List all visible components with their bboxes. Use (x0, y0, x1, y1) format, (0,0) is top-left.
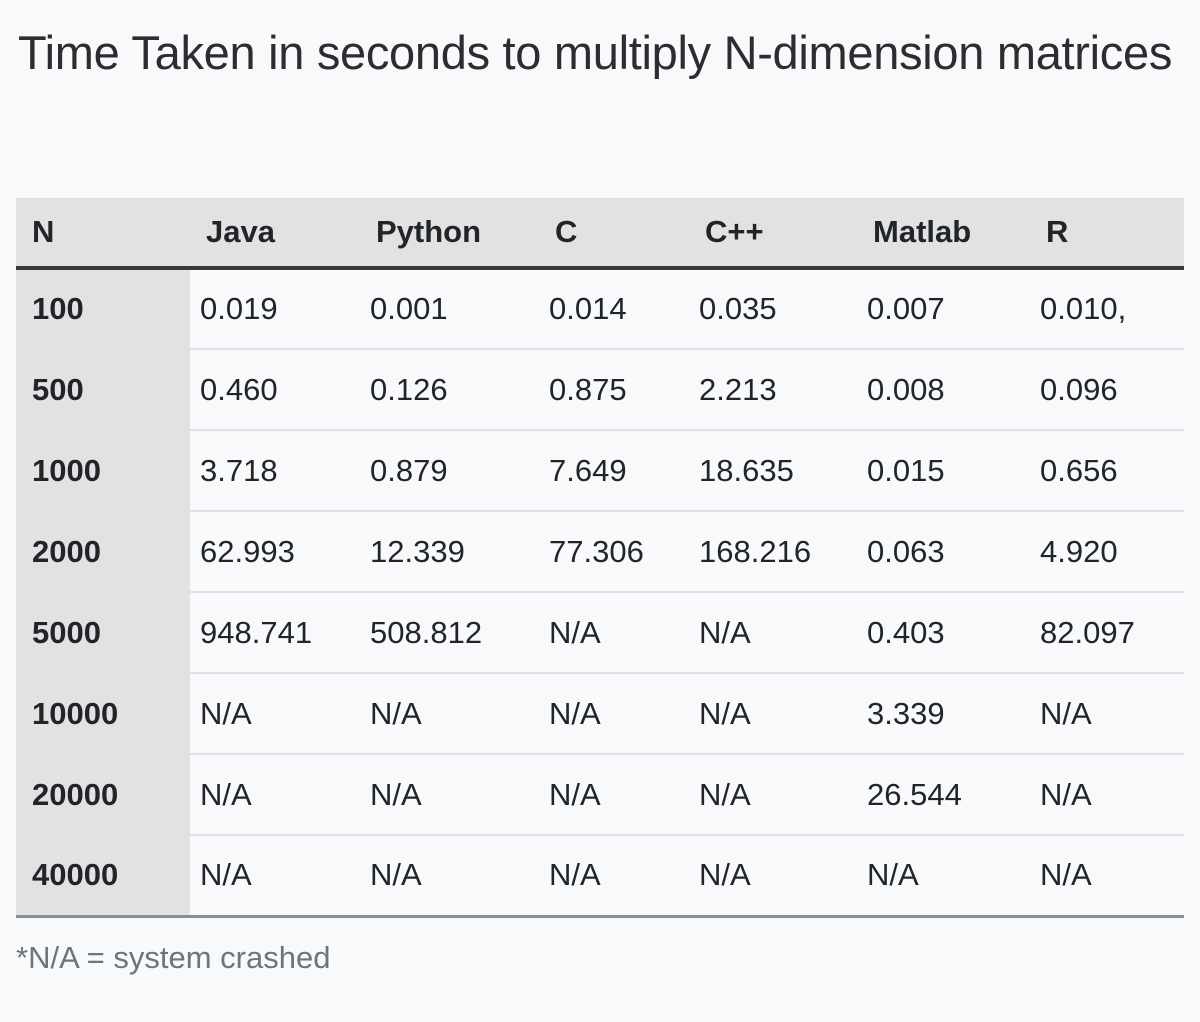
table-row: 5000 948.741 508.812 N/A N/A 0.403 82.097 (16, 592, 1184, 674)
cell-python: 12.339 (360, 511, 539, 593)
table-row: 100 0.019 0.001 0.014 0.035 0.007 0.010, (16, 268, 1184, 350)
cell-java: N/A (190, 754, 360, 836)
table-header: N Java Python C C++ Matlab R (16, 198, 1184, 270)
table-row: 20000 N/A N/A N/A N/A 26.544 N/A (16, 754, 1184, 836)
cell-r: 4.920 (1030, 511, 1184, 593)
cell-n: 10000 (16, 673, 190, 755)
cell-cpp: 0.035 (689, 268, 857, 350)
table-row: 500 0.460 0.126 0.875 2.213 0.008 0.096 (16, 349, 1184, 431)
cell-python: 0.879 (360, 430, 539, 512)
cell-r: N/A (1030, 754, 1184, 836)
cell-cpp: 168.216 (689, 511, 857, 593)
cell-java: 3.718 (190, 430, 360, 512)
cell-matlab: 26.544 (857, 754, 1030, 836)
cell-java: 948.741 (190, 592, 360, 674)
table-row: 40000 N/A N/A N/A N/A N/A N/A (16, 835, 1184, 918)
header-matlab: Matlab (857, 198, 1030, 270)
cell-n: 100 (16, 268, 190, 350)
cell-python: N/A (360, 754, 539, 836)
cell-r: N/A (1030, 835, 1184, 918)
cell-n: 2000 (16, 511, 190, 593)
header-c: C (539, 198, 689, 270)
cell-java: 0.019 (190, 268, 360, 350)
header-java: Java (190, 198, 360, 270)
cell-r: 0.010, (1030, 268, 1184, 350)
header-n: N (16, 198, 190, 270)
cell-n: 500 (16, 349, 190, 431)
cell-cpp: N/A (689, 673, 857, 755)
cell-cpp: 18.635 (689, 430, 857, 512)
cell-c: 0.014 (539, 268, 689, 350)
cell-n: 20000 (16, 754, 190, 836)
cell-java: N/A (190, 673, 360, 755)
table-row: 1000 3.718 0.879 7.649 18.635 0.015 0.656 (16, 430, 1184, 512)
cell-r: N/A (1030, 673, 1184, 755)
cell-c: 0.875 (539, 349, 689, 431)
header-cpp: C++ (689, 198, 857, 270)
cell-cpp: 2.213 (689, 349, 857, 431)
cell-c: N/A (539, 592, 689, 674)
cell-matlab: 0.403 (857, 592, 1030, 674)
table-row: 10000 N/A N/A N/A N/A 3.339 N/A (16, 673, 1184, 755)
header-row: N Java Python C C++ Matlab R (16, 198, 1184, 270)
cell-c: N/A (539, 754, 689, 836)
cell-n: 5000 (16, 592, 190, 674)
cell-python: N/A (360, 673, 539, 755)
cell-c: 77.306 (539, 511, 689, 593)
cell-matlab: 0.008 (857, 349, 1030, 431)
cell-c: 7.649 (539, 430, 689, 512)
cell-c: N/A (539, 835, 689, 918)
table-row: 2000 62.993 12.339 77.306 168.216 0.063 4.920 (16, 511, 1184, 593)
results-table: N Java Python C C++ Matlab R 100 0.019 0.0… (16, 198, 1184, 918)
cell-r: 0.096 (1030, 349, 1184, 431)
cell-r: 82.097 (1030, 592, 1184, 674)
cell-python: 508.812 (360, 592, 539, 674)
cell-matlab: 3.339 (857, 673, 1030, 755)
cell-python: 0.126 (360, 349, 539, 431)
cell-python: N/A (360, 835, 539, 918)
cell-java: 0.460 (190, 349, 360, 431)
results-table-container: N Java Python C C++ Matlab R 100 0.019 0.0… (16, 198, 1184, 918)
page-title: Time Taken in seconds to multiply N-dime… (18, 26, 1173, 79)
cell-r: 0.656 (1030, 430, 1184, 512)
footnote: *N/A = system crashed (16, 940, 331, 975)
cell-java: N/A (190, 835, 360, 918)
cell-n: 40000 (16, 835, 190, 918)
cell-cpp: N/A (689, 835, 857, 918)
cell-n: 1000 (16, 430, 190, 512)
cell-matlab: 0.063 (857, 511, 1030, 593)
header-r: R (1030, 198, 1184, 270)
cell-matlab: N/A (857, 835, 1030, 918)
cell-python: 0.001 (360, 268, 539, 350)
cell-cpp: N/A (689, 754, 857, 836)
cell-matlab: 0.007 (857, 268, 1030, 350)
cell-c: N/A (539, 673, 689, 755)
cell-java: 62.993 (190, 511, 360, 593)
cell-cpp: N/A (689, 592, 857, 674)
table-body: 100 0.019 0.001 0.014 0.035 0.007 0.010, 500 0.4… (16, 268, 1184, 918)
cell-matlab: 0.015 (857, 430, 1030, 512)
header-python: Python (360, 198, 539, 270)
